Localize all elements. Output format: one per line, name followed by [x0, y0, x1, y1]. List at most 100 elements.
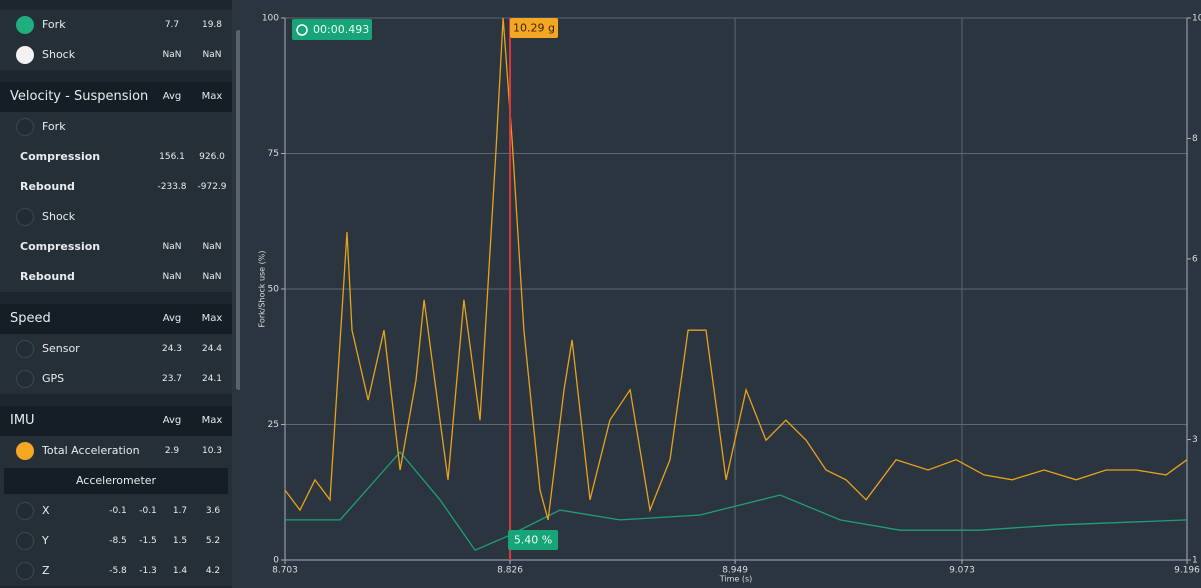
stat-row: Total Acceleration 2.9 10.3	[0, 436, 232, 466]
chart-background	[240, 0, 1201, 588]
subheader: Accelerometer	[4, 468, 228, 494]
toggle[interactable]	[16, 502, 34, 520]
toggle[interactable]	[16, 118, 34, 136]
row-label: Rebound	[20, 270, 75, 283]
row-value: 1.5	[172, 536, 188, 546]
column-header: Max	[201, 415, 223, 426]
row-value: -233.8	[157, 182, 187, 192]
section-title: IMU	[10, 413, 35, 428]
row-label: Y	[42, 534, 49, 547]
row-label: Total Acceleration	[42, 444, 140, 457]
row-value: 24.1	[201, 374, 223, 384]
toggle[interactable]	[16, 208, 34, 226]
y2-tick-label: 1	[1192, 556, 1198, 566]
row-value: -0.1	[139, 506, 157, 516]
row-value: NaN	[202, 242, 222, 252]
x-tick-label: 9.073	[949, 566, 975, 576]
row-label: Compression	[20, 150, 101, 163]
row-value: 1.4	[172, 566, 188, 576]
section-header: Speed Avg Max	[0, 304, 232, 334]
stat-row: Shock NaN NaN	[0, 40, 232, 70]
row-value: 10.3	[201, 446, 223, 456]
stat-row: Rebound NaN NaN	[0, 262, 232, 292]
row-value: -972.9	[197, 182, 227, 192]
row-label: Shock	[42, 48, 76, 61]
x-tick-label: 8.703	[272, 566, 298, 576]
stat-row: Compression NaN NaN	[0, 232, 232, 262]
row-value: 5.2	[205, 536, 221, 546]
row-label: Fork	[42, 120, 66, 133]
column-header: Avg	[162, 415, 182, 426]
cursor-use-label: 5.40 %	[514, 534, 552, 547]
toggle[interactable]	[16, 340, 34, 358]
row-value: 156.1	[159, 152, 185, 162]
section-title: Velocity - Suspension	[10, 89, 149, 104]
row-label: Compression	[20, 240, 101, 253]
section: Speed Avg Max Sensor 24.3 24.4 GPS 23.7 24.1	[0, 304, 232, 394]
row-label: Shock	[42, 210, 76, 223]
y2-tick-label: 6	[1192, 254, 1198, 264]
row-value: -5.8	[109, 566, 127, 576]
row-value: 926.0	[199, 152, 225, 162]
section: IMU Avg Max Total Acceleration 2.9 10.3 Accele…	[0, 406, 232, 586]
cursor-acc-label: 10.29 g	[513, 22, 555, 35]
row-label: Z	[42, 564, 50, 577]
row-value: 2.9	[164, 446, 180, 456]
row-value: 4.2	[205, 566, 221, 576]
stat-row: Y -8.5 -1.5 1.5 5.2	[0, 526, 232, 556]
row-value: NaN	[162, 242, 182, 252]
data-line	[285, 451, 1188, 552]
y-tick-label: 75	[268, 149, 279, 159]
stat-row: Z -5.8 -1.3 1.4 4.2	[0, 556, 232, 586]
y2-tick-label: 10	[1192, 14, 1201, 24]
row-value: -0.1	[109, 506, 127, 516]
toggle[interactable]	[16, 562, 34, 580]
stat-row: Fork 7.7 19.8	[0, 10, 232, 40]
stat-row: X -0.1 -0.1 1.7 3.6	[0, 496, 232, 526]
top-rows: Fork 7.7 19.8 Shock NaN NaN	[0, 10, 232, 70]
row-value: -1.3	[139, 566, 157, 576]
row-value: NaN	[162, 272, 182, 282]
cursor-acc-label-box	[510, 18, 559, 38]
stat-row: Shock	[0, 202, 232, 232]
y-tick-label: 0	[273, 556, 279, 566]
row-label: X	[42, 504, 50, 517]
row-label: GPS	[42, 372, 65, 385]
cursor-use-label-box	[508, 530, 559, 550]
scrollbar[interactable]	[236, 30, 241, 390]
column-header: Max	[201, 313, 223, 324]
column-header: Avg	[162, 91, 182, 102]
section-header: Velocity - Suspension Avg Max	[0, 82, 232, 112]
toggle[interactable]	[16, 532, 34, 550]
toggle[interactable]	[16, 370, 34, 388]
row-value: -1.5	[139, 536, 157, 546]
row-value: 24.3	[161, 344, 183, 354]
stat-row: Sensor 24.3 24.4	[0, 334, 232, 364]
x-tick-label: 8.949	[722, 566, 748, 576]
row-value: 3.6	[205, 506, 221, 516]
row-value: 24.4	[201, 344, 223, 354]
section-header: IMU Avg Max	[0, 406, 232, 436]
stat-row: Rebound -233.8 -972.9	[0, 172, 232, 202]
stats-panel: Fork 7.7 19.8 Shock NaN NaN Velocity - Suspens…	[0, 0, 232, 588]
stat-row: Fork	[0, 112, 232, 142]
data-line	[284, 17, 1188, 521]
y-axis-label: Fork/Shock use (%)	[258, 251, 267, 328]
series-dot	[16, 442, 34, 460]
timer: 00:00.493	[313, 23, 369, 36]
x-axis-label: Time (s)	[719, 575, 753, 584]
section-title: Speed	[10, 311, 51, 326]
row-value: 1.7	[172, 506, 188, 516]
row-value: NaN	[162, 50, 182, 60]
x-tick-label: 8.826	[497, 566, 523, 576]
row-value: 23.7	[161, 374, 183, 384]
row-label: Rebound	[20, 180, 75, 193]
row-value: NaN	[202, 272, 222, 282]
row-value: 7.7	[164, 20, 180, 30]
y2-tick-label: 8	[1192, 134, 1198, 144]
section: Velocity - Suspension Avg Max Fork Compressi…	[0, 82, 232, 292]
timer-box	[292, 19, 372, 40]
y2-tick-label: 3	[1192, 435, 1198, 445]
